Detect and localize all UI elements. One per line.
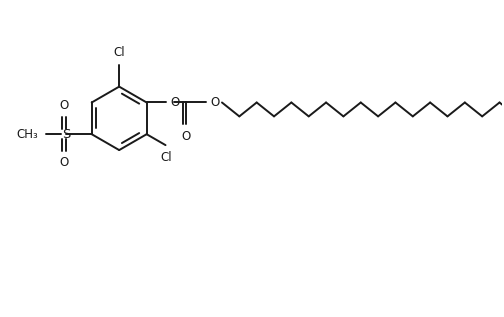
Text: O: O	[210, 96, 219, 109]
Text: O: O	[60, 100, 69, 113]
Text: O: O	[60, 156, 69, 169]
Text: O: O	[170, 96, 180, 109]
Text: O: O	[181, 130, 191, 143]
Text: Cl: Cl	[161, 151, 172, 164]
Text: S: S	[62, 128, 70, 141]
Text: Cl: Cl	[113, 46, 125, 59]
Text: CH₃: CH₃	[17, 128, 38, 141]
